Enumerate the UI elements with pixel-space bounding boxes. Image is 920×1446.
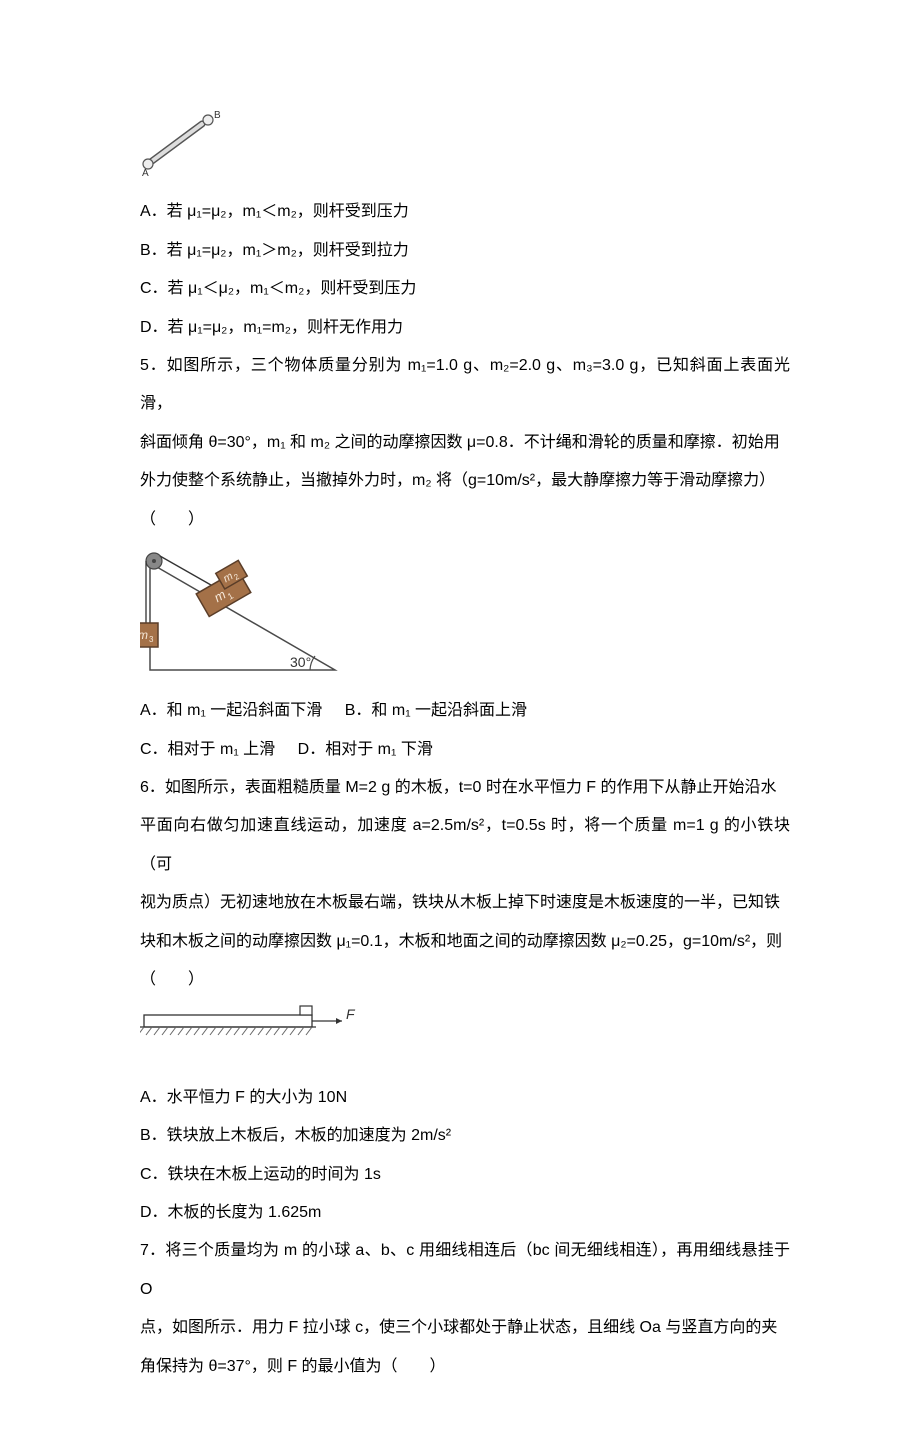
q4-figure: A B xyxy=(140,106,790,191)
q7-stem-line2: 点，如图所示．用力 F 拉小球 c，使三个小球都处于静止状态，且细线 Oa 与竖… xyxy=(140,1309,790,1347)
q5-options-row2: C．相对于 m₁ 上滑 D．相对于 m₁ 下滑 xyxy=(140,731,790,769)
q6-label-f: F xyxy=(346,1006,356,1022)
q6-stem-line2: 平面向右做匀加速直线运动，加速度 a=2.5m/s²，t=0.5s 时，将一个质… xyxy=(140,807,790,884)
q5-stem-line4: （ ） xyxy=(140,501,790,539)
q6-stem-line4: 块和木板之间的动摩擦因数 μ₁=0.1，木板和地面之间的动摩擦因数 μ₂=0.2… xyxy=(140,923,790,961)
q6-option-c: C．铁块在木板上运动的时间为 1s xyxy=(140,1156,790,1194)
q4-label-b: B xyxy=(214,110,221,121)
q5-option-d: D．相对于 m₁ 下滑 xyxy=(298,731,433,769)
q5-stem-line2: 斜面倾角 θ=30°，m₁ 和 m₂ 之间的动摩擦因数 μ=0.8．不计绳和滑轮… xyxy=(140,424,790,462)
q5-figure: 30° m 1 m 2 m 3 xyxy=(140,545,790,690)
q5-angle-label: 30° xyxy=(290,654,311,670)
q6-option-a: A．水平恒力 F 的大小为 10N xyxy=(140,1079,790,1117)
q6-figure: F xyxy=(140,1003,790,1060)
q4-option-a: A．若 μ₁=μ₂，m₁＜m₂，则杆受到压力 xyxy=(140,193,790,231)
q6-stem-line5: （ ） xyxy=(140,961,790,999)
q4-option-d: D．若 μ₁=μ₂，m₁=m₂，则杆无作用力 xyxy=(140,309,790,347)
q6-stem-line1: 6．如图所示，表面粗糙质量 M=2 g 的木板，t=0 时在水平恒力 F 的作用… xyxy=(140,769,790,807)
q5-stem-line3: 外力使整个系统静止，当撤掉外力时，m₂ 将（g=10m/s²，最大静摩擦力等于滑… xyxy=(140,462,790,500)
svg-text:3: 3 xyxy=(149,635,154,644)
q5-option-a: A．和 m₁ 一起沿斜面下滑 xyxy=(140,692,322,730)
q5-option-b: B．和 m₁ 一起沿斜面上滑 xyxy=(345,692,527,730)
q5-stem-line1: 5．如图所示，三个物体质量分别为 m₁=1.0 g、m₂=2.0 g、m₃=3.… xyxy=(140,347,790,424)
q6-option-b: B．铁块放上木板后，木板的加速度为 2m/s² xyxy=(140,1117,790,1155)
q6-option-d: D．木板的长度为 1.625m xyxy=(140,1194,790,1232)
q5-option-c: C．相对于 m₁ 上滑 xyxy=(140,731,275,769)
q4-label-a: A xyxy=(142,168,149,176)
q5-options-row1: A．和 m₁ 一起沿斜面下滑 B．和 m₁ 一起沿斜面上滑 xyxy=(140,692,790,730)
q7-stem-line1: 7．将三个质量均为 m 的小球 a、b、c 用细线相连后（bc 间无细线相连），… xyxy=(140,1232,790,1309)
q4-option-b: B．若 μ₁=μ₂，m₁＞m₂，则杆受到拉力 xyxy=(140,232,790,270)
svg-text:m: m xyxy=(140,628,148,642)
q4-option-c: C．若 μ₁＜μ₂，m₁＜m₂，则杆受到压力 xyxy=(140,270,790,308)
q6-stem-line3: 视为质点）无初速地放在木板最右端，铁块从木板上掉下时速度是木板速度的一半，已知铁 xyxy=(140,884,790,922)
q7-stem-line3: 角保持为 θ=37°，则 F 的最小值为（ ） xyxy=(140,1348,790,1386)
